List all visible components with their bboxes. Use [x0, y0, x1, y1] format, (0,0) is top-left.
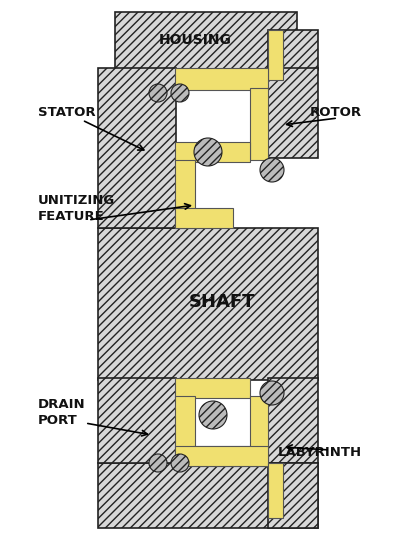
Text: UNITIZING
FEATURE: UNITIZING FEATURE: [38, 193, 115, 222]
Bar: [268, 463, 318, 528]
Text: LABYRINTH: LABYRINTH: [278, 446, 362, 460]
Bar: [98, 463, 318, 528]
Circle shape: [260, 158, 284, 182]
Bar: [175, 396, 195, 464]
Circle shape: [194, 138, 222, 166]
Text: SHAFT: SHAFT: [189, 293, 255, 311]
Circle shape: [171, 84, 189, 102]
Circle shape: [260, 381, 284, 405]
Bar: [175, 142, 250, 162]
Text: ROTOR: ROTOR: [310, 105, 362, 119]
Bar: [115, 12, 297, 70]
Text: HOUSING: HOUSING: [158, 33, 232, 47]
Bar: [98, 378, 176, 463]
Bar: [175, 68, 268, 90]
Bar: [175, 160, 195, 228]
Text: STATOR: STATOR: [38, 105, 96, 119]
Circle shape: [149, 454, 167, 472]
Circle shape: [149, 84, 167, 102]
Bar: [268, 378, 318, 463]
Bar: [268, 463, 283, 518]
Bar: [268, 68, 318, 158]
Bar: [98, 68, 176, 228]
Text: DRAIN
PORT: DRAIN PORT: [38, 398, 86, 427]
Bar: [175, 378, 250, 398]
Circle shape: [199, 401, 227, 429]
Circle shape: [171, 454, 189, 472]
Bar: [250, 88, 268, 160]
Bar: [268, 30, 283, 80]
Bar: [175, 208, 233, 228]
Bar: [268, 30, 318, 70]
Bar: [175, 446, 268, 466]
Bar: [193, 446, 250, 466]
Bar: [98, 228, 318, 380]
Bar: [250, 396, 268, 466]
